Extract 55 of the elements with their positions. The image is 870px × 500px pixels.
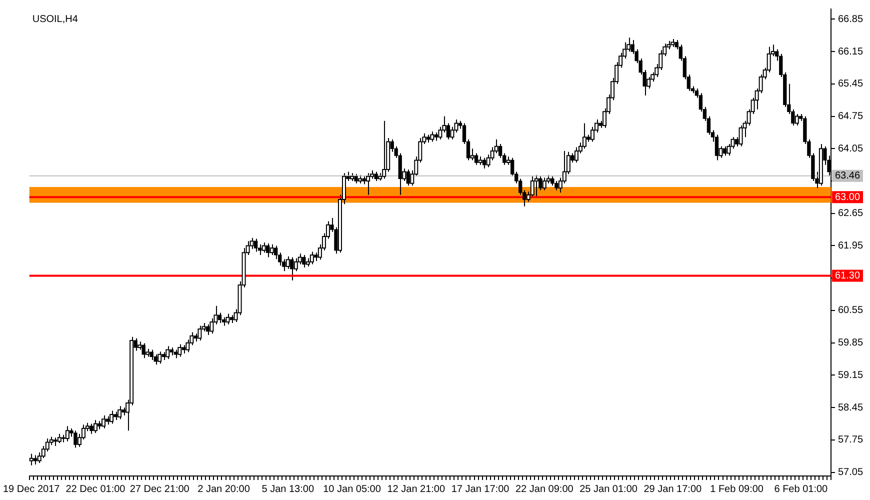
candlestick xyxy=(218,312,222,324)
candlestick xyxy=(354,174,358,184)
x-tick-label: 25 Jan 01:00 xyxy=(580,484,638,495)
candlestick xyxy=(590,126,594,142)
y-tick-label: 64.75 xyxy=(838,111,864,122)
y-tick-label: 61.95 xyxy=(838,240,864,252)
candlestick xyxy=(210,318,214,334)
y-tick-label: 66.15 xyxy=(838,46,864,58)
candlestick xyxy=(714,134,719,161)
ref-line-label: 63.46 xyxy=(834,170,860,182)
y-tick-label: 57.05 xyxy=(838,467,864,478)
y-tick-label: 59.85 xyxy=(838,338,864,349)
ref-line-label: 63.00 xyxy=(834,192,860,203)
y-tick-label: 66.85 xyxy=(838,14,864,25)
candlestick xyxy=(266,242,270,258)
candlestick xyxy=(34,454,38,465)
x-tick-label: 22 Dec 01:00 xyxy=(66,484,126,495)
x-tick-label: 19 Dec 2017 xyxy=(3,484,60,495)
text: USOIL,H4 xyxy=(32,14,78,25)
candlestick xyxy=(90,423,94,434)
y-tick-label: 57.75 xyxy=(838,434,864,446)
candlestick xyxy=(474,152,478,166)
candlestick xyxy=(154,354,158,366)
candlestick xyxy=(74,430,78,448)
x-tick-label: 5 Jan 13:00 xyxy=(262,484,314,495)
x-tick-label: 29 Jan 17:00 xyxy=(644,484,702,495)
x-tick-label: 27 Dec 21:00 xyxy=(130,484,190,495)
candlestick xyxy=(274,245,278,260)
x-tick-label: 1 Feb 09:00 xyxy=(710,484,764,495)
candlestick xyxy=(290,256,294,281)
x-tick-label: 22 Jan 09:00 xyxy=(515,484,574,495)
y-tick-label: 62.65 xyxy=(838,208,864,220)
candlestick xyxy=(554,180,558,191)
x-tick-label: 17 Jan 17:00 xyxy=(451,484,510,495)
candlestick xyxy=(254,238,258,252)
candlestick xyxy=(550,176,554,186)
candlestick xyxy=(374,171,378,182)
y-tick-label: 64.05 xyxy=(838,143,864,154)
x-tick-label: 10 Jan 05:00 xyxy=(323,484,382,495)
x-tick-label: 2 Jan 20:00 xyxy=(198,484,250,495)
candlestick xyxy=(482,157,486,170)
candlestick xyxy=(206,324,210,336)
candlestick xyxy=(150,349,154,360)
y-tick-label: 60.55 xyxy=(838,305,864,316)
y-tick-label: 65.45 xyxy=(838,78,864,90)
y-tick-label: 58.45 xyxy=(838,402,864,414)
x-tick-label: 12 Jan 21:00 xyxy=(387,484,446,495)
candlestick xyxy=(93,420,98,434)
x-tick-label: 6 Feb 01:00 xyxy=(774,484,828,495)
candlestick xyxy=(722,146,727,156)
candlestick xyxy=(406,168,410,186)
y-tick-label: 59.15 xyxy=(838,370,864,381)
candlestick xyxy=(142,342,146,359)
candlestick xyxy=(302,254,306,268)
ref-line-label: 61.30 xyxy=(834,270,860,282)
